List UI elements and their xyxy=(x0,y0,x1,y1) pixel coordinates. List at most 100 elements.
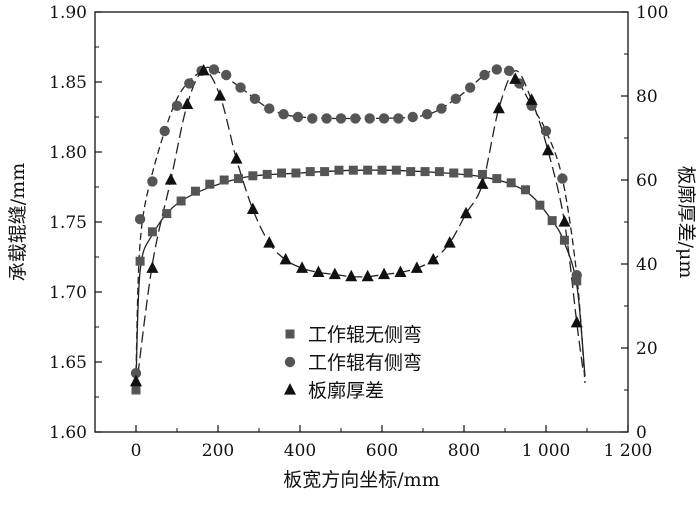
series-2-point xyxy=(171,100,183,112)
y-right-tick-label: 100 xyxy=(636,3,668,23)
legend-label-3: 板廓厚差 xyxy=(308,380,384,402)
x-tick-label: 400 xyxy=(284,441,316,461)
series-1-point xyxy=(535,200,545,210)
points-layer xyxy=(130,63,583,395)
series-2-point xyxy=(378,113,390,124)
y-right-tick-label: 0 xyxy=(636,423,647,443)
series-3-point xyxy=(570,315,583,328)
x-tick-label: 0 xyxy=(131,441,142,461)
series-1-point xyxy=(377,165,387,175)
series-2-point xyxy=(491,64,502,75)
series-2-point xyxy=(208,64,220,75)
series-2-point xyxy=(571,270,582,281)
series-2-point xyxy=(557,173,568,184)
series-1-point xyxy=(190,186,200,196)
series-2-point xyxy=(221,69,232,81)
series-2-point xyxy=(464,82,476,93)
series-3-point xyxy=(443,236,456,248)
series-1-point xyxy=(277,168,287,178)
series-1-point xyxy=(135,256,145,266)
series-3-point xyxy=(361,269,374,282)
series-1-point xyxy=(406,167,416,177)
y-left-tick-label: 1.80 xyxy=(49,143,87,163)
series-2-point xyxy=(134,214,146,225)
legend-marker-2 xyxy=(284,356,296,368)
series-1-point xyxy=(162,209,172,219)
series-1-point xyxy=(248,171,258,181)
series-2-point xyxy=(421,109,433,120)
y-right-tick-label: 40 xyxy=(636,255,658,275)
y-left-tick-label: 1.70 xyxy=(49,283,87,303)
series-1-point xyxy=(348,165,358,175)
y-left-tick-label: 1.65 xyxy=(49,353,87,373)
series-1-point xyxy=(572,276,582,286)
series-1-point xyxy=(234,174,243,184)
series-2-point xyxy=(307,113,318,124)
series-3-point xyxy=(164,173,177,185)
series-1-point xyxy=(391,165,401,175)
series-3-point xyxy=(394,265,407,278)
series-1-point xyxy=(477,169,487,179)
x-tick-label: 600 xyxy=(366,441,398,461)
series-2-point xyxy=(436,103,447,114)
x-tick-label: 1 200 xyxy=(604,441,653,461)
series-3-point xyxy=(525,93,538,105)
series-1-point xyxy=(305,167,315,177)
series-1-point xyxy=(320,167,330,177)
series-2-point xyxy=(278,109,289,120)
series-3-point xyxy=(476,177,489,189)
series-3-point xyxy=(296,261,309,273)
series-1-point xyxy=(334,165,344,175)
series-3-point xyxy=(214,89,227,101)
series-1-point xyxy=(492,174,502,184)
series-2-point xyxy=(450,93,461,105)
series-2-point xyxy=(335,113,347,124)
series-3-point xyxy=(230,152,243,164)
series-2-point xyxy=(350,113,361,124)
x-tick-label: 800 xyxy=(448,441,480,461)
series-2-point xyxy=(159,125,170,137)
axes-layer: 0 200 400 600 800 1 000 1 2001.601.651.701.751… xyxy=(7,3,697,491)
legend-label-2: 工作辊有侧弯 xyxy=(308,352,422,374)
series-2-point xyxy=(503,65,515,77)
series-2-point xyxy=(292,111,304,123)
series-3-point xyxy=(279,252,292,265)
series-1-point xyxy=(205,179,215,189)
series-2-point xyxy=(264,103,275,114)
series-2-point xyxy=(540,125,552,137)
x-tick-label: 200 xyxy=(202,441,234,461)
y-left-axis-title: 承载辊缝/mm xyxy=(7,163,29,281)
series-2-point xyxy=(249,93,261,105)
legend-marker-1 xyxy=(285,329,295,339)
y-right-axis-title: 板廓厚差/μm xyxy=(675,166,697,279)
legend-label-1: 工作辊无侧弯 xyxy=(308,324,422,346)
series-3-point xyxy=(558,215,571,227)
series-2-point xyxy=(407,111,418,123)
series-1-point xyxy=(363,165,373,175)
series-3-point xyxy=(263,236,276,248)
series-3-point xyxy=(146,261,159,273)
x-tick-label: 1 000 xyxy=(522,441,571,461)
series-2-point xyxy=(364,113,375,124)
series-3-point xyxy=(427,252,440,265)
series-2-point xyxy=(321,113,332,124)
y-right-tick-label: 60 xyxy=(636,171,658,191)
series-1-point xyxy=(147,227,157,237)
series-3-point xyxy=(378,267,391,280)
series-1-point xyxy=(420,167,430,177)
series-3-point xyxy=(328,267,341,280)
series-1-point xyxy=(463,168,473,178)
series-1-point xyxy=(434,167,444,177)
series-1-point xyxy=(449,168,459,178)
series-3-point xyxy=(509,72,522,84)
series-1-point xyxy=(219,175,229,185)
series-2-point xyxy=(147,176,158,187)
series-3-point xyxy=(492,101,505,114)
y-left-tick-label: 1.75 xyxy=(49,213,87,233)
legend-marker-3 xyxy=(284,383,296,395)
series-3-point xyxy=(181,97,194,110)
series-2-point xyxy=(393,113,404,124)
y-left-tick-label: 1.90 xyxy=(49,3,87,23)
y-right-tick-label: 80 xyxy=(636,87,658,107)
